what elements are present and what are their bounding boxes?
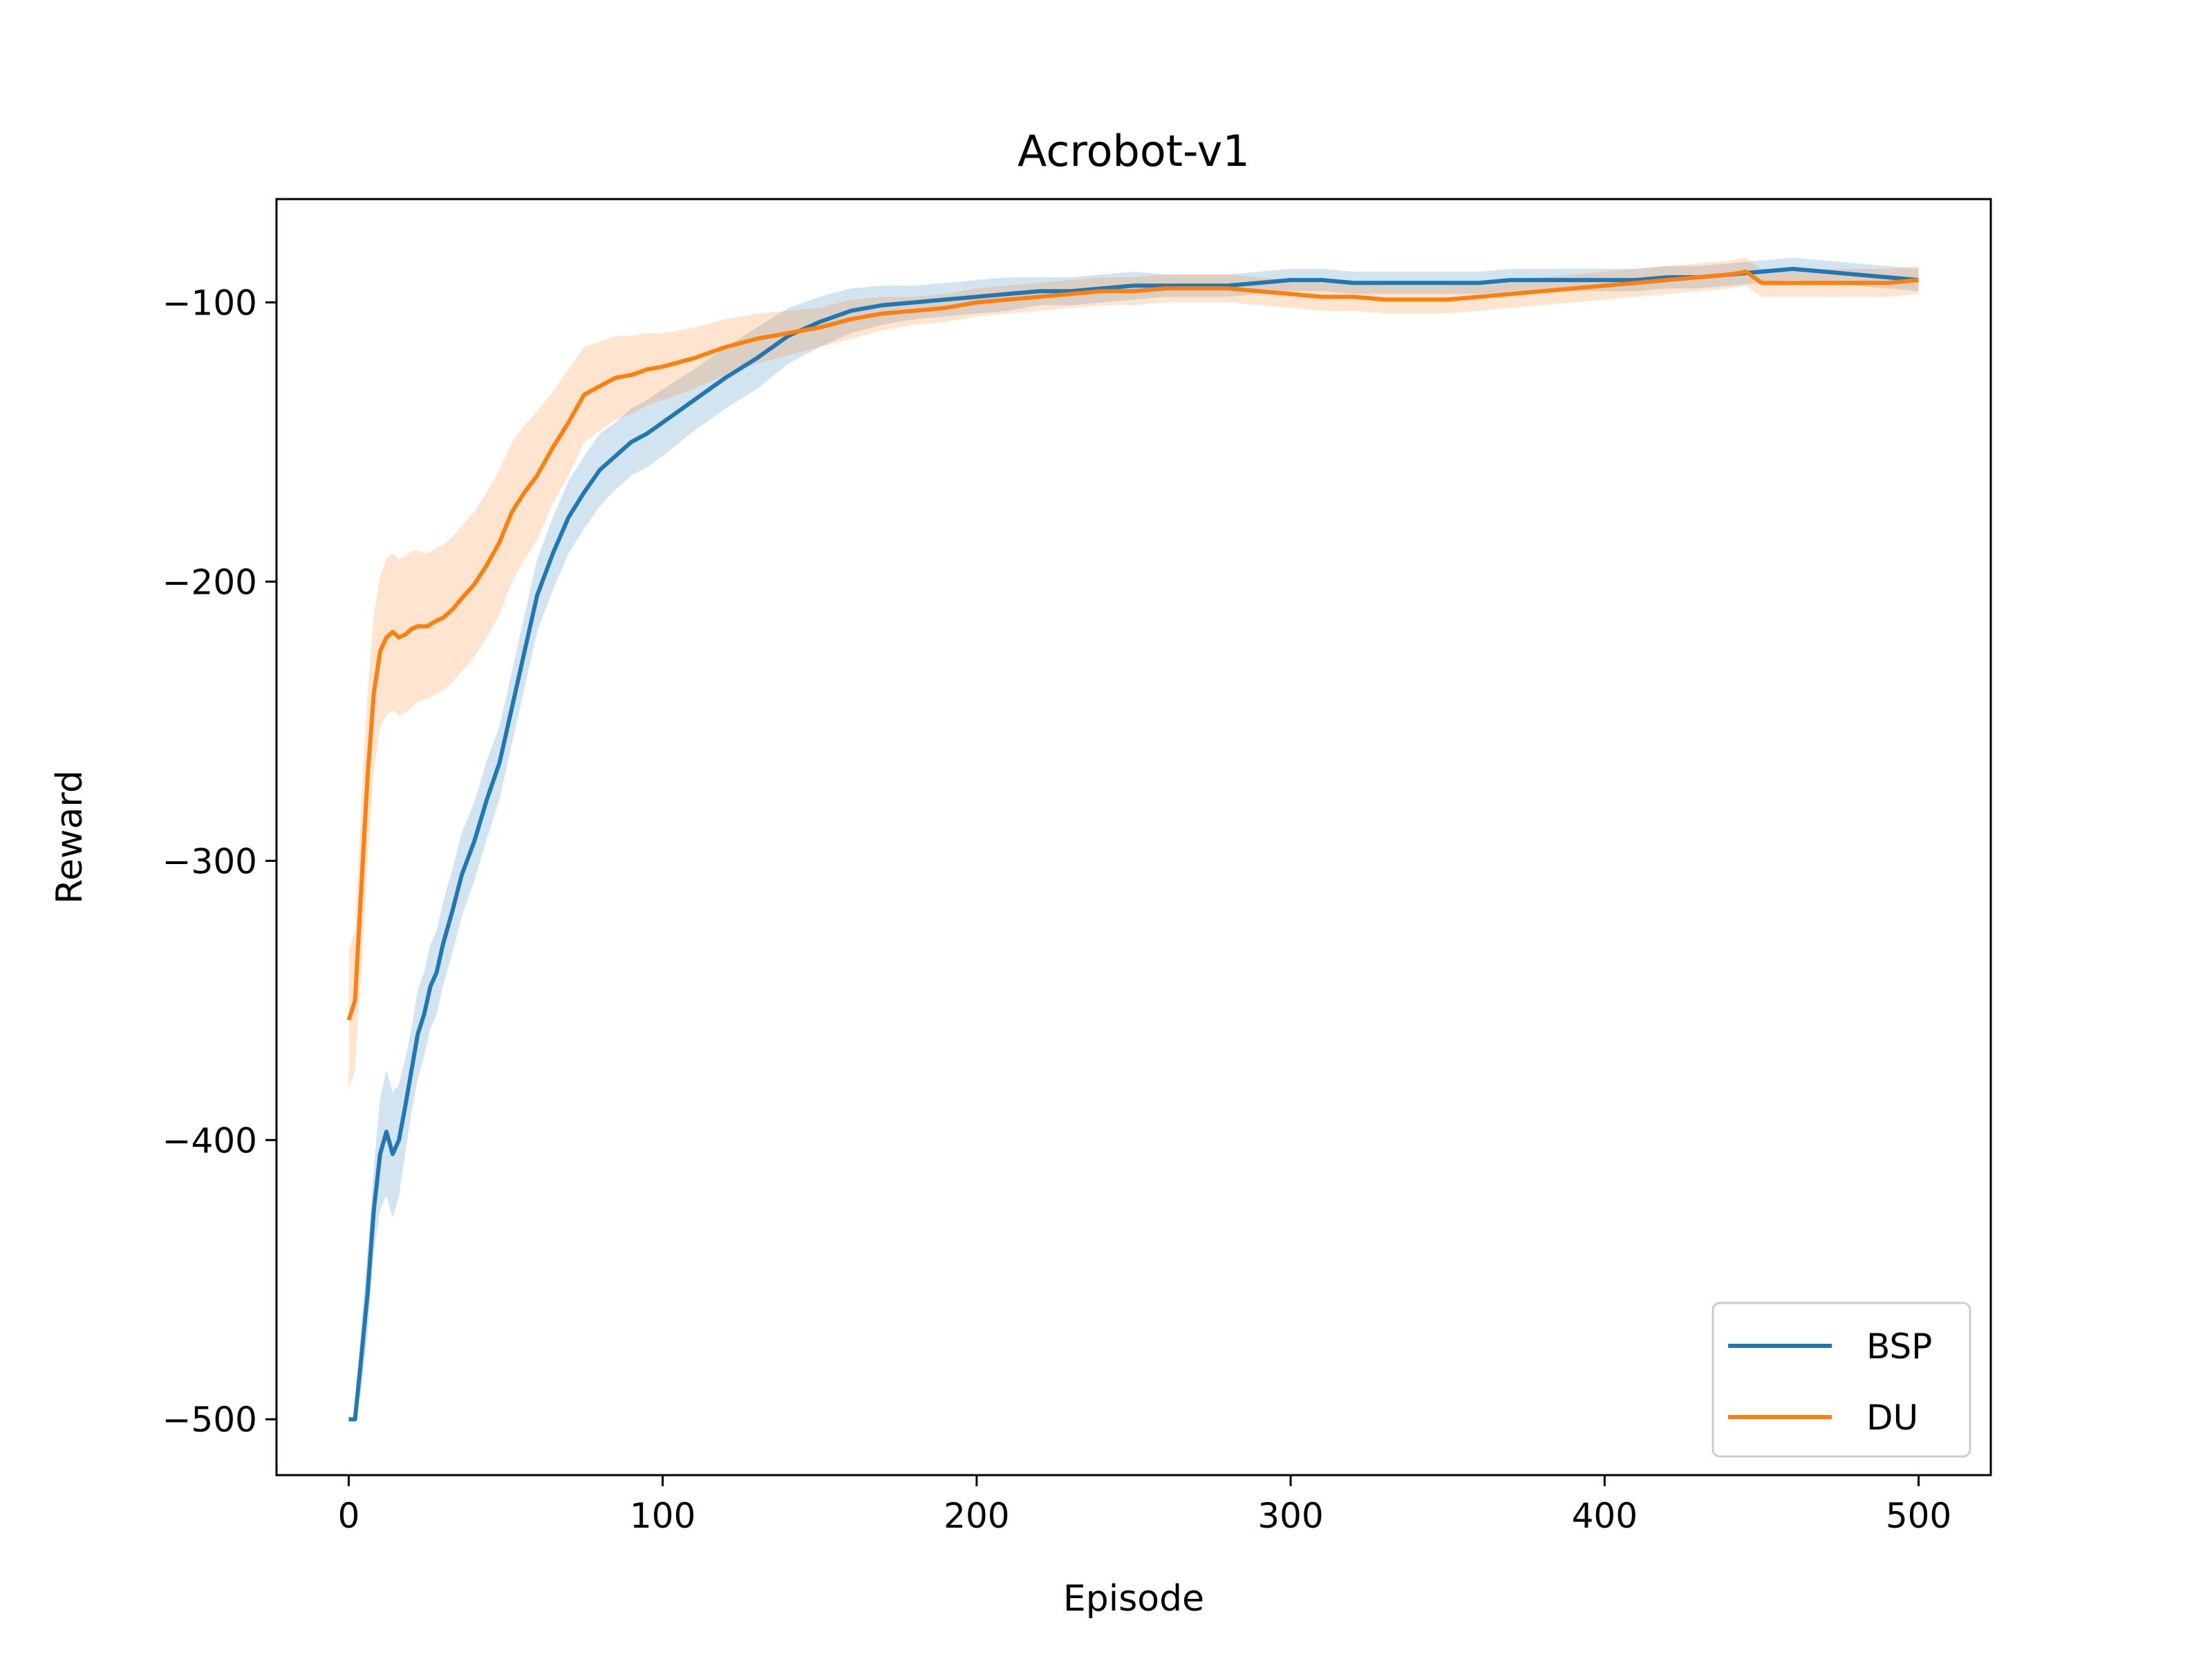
y-tick-label: −400	[162, 1121, 257, 1161]
x-tick-label: 0	[338, 1496, 360, 1536]
line-du	[346, 270, 1919, 1021]
y-tick-label: −300	[162, 841, 257, 881]
y-tick-label: −100	[162, 283, 257, 323]
legend-label-du: DU	[1866, 1398, 1918, 1438]
y-axis-ticks: −500 −400 −300 −200 −100	[162, 283, 276, 1440]
y-axis-label: Reward	[49, 770, 91, 904]
series-lines	[346, 267, 1919, 1422]
x-tick-label: 100	[630, 1496, 695, 1536]
x-tick-label: 500	[1886, 1496, 1951, 1536]
y-tick-label: −500	[162, 1400, 257, 1440]
x-tick-label: 400	[1572, 1496, 1638, 1536]
x-axis-ticks: 0 100 200 300 400 500	[338, 1475, 1951, 1536]
x-axis-label: Episode	[1063, 1578, 1204, 1620]
plot-frame	[275, 198, 1992, 1477]
x-tick-label: 200	[944, 1496, 1009, 1536]
y-tick-label: −200	[162, 562, 257, 602]
legend-label-bsp: BSP	[1866, 1327, 1932, 1367]
legend: BSP DU	[1712, 1302, 1971, 1458]
chart-title: Acrobot-v1	[1018, 126, 1250, 176]
x-tick-label: 300	[1257, 1496, 1323, 1536]
